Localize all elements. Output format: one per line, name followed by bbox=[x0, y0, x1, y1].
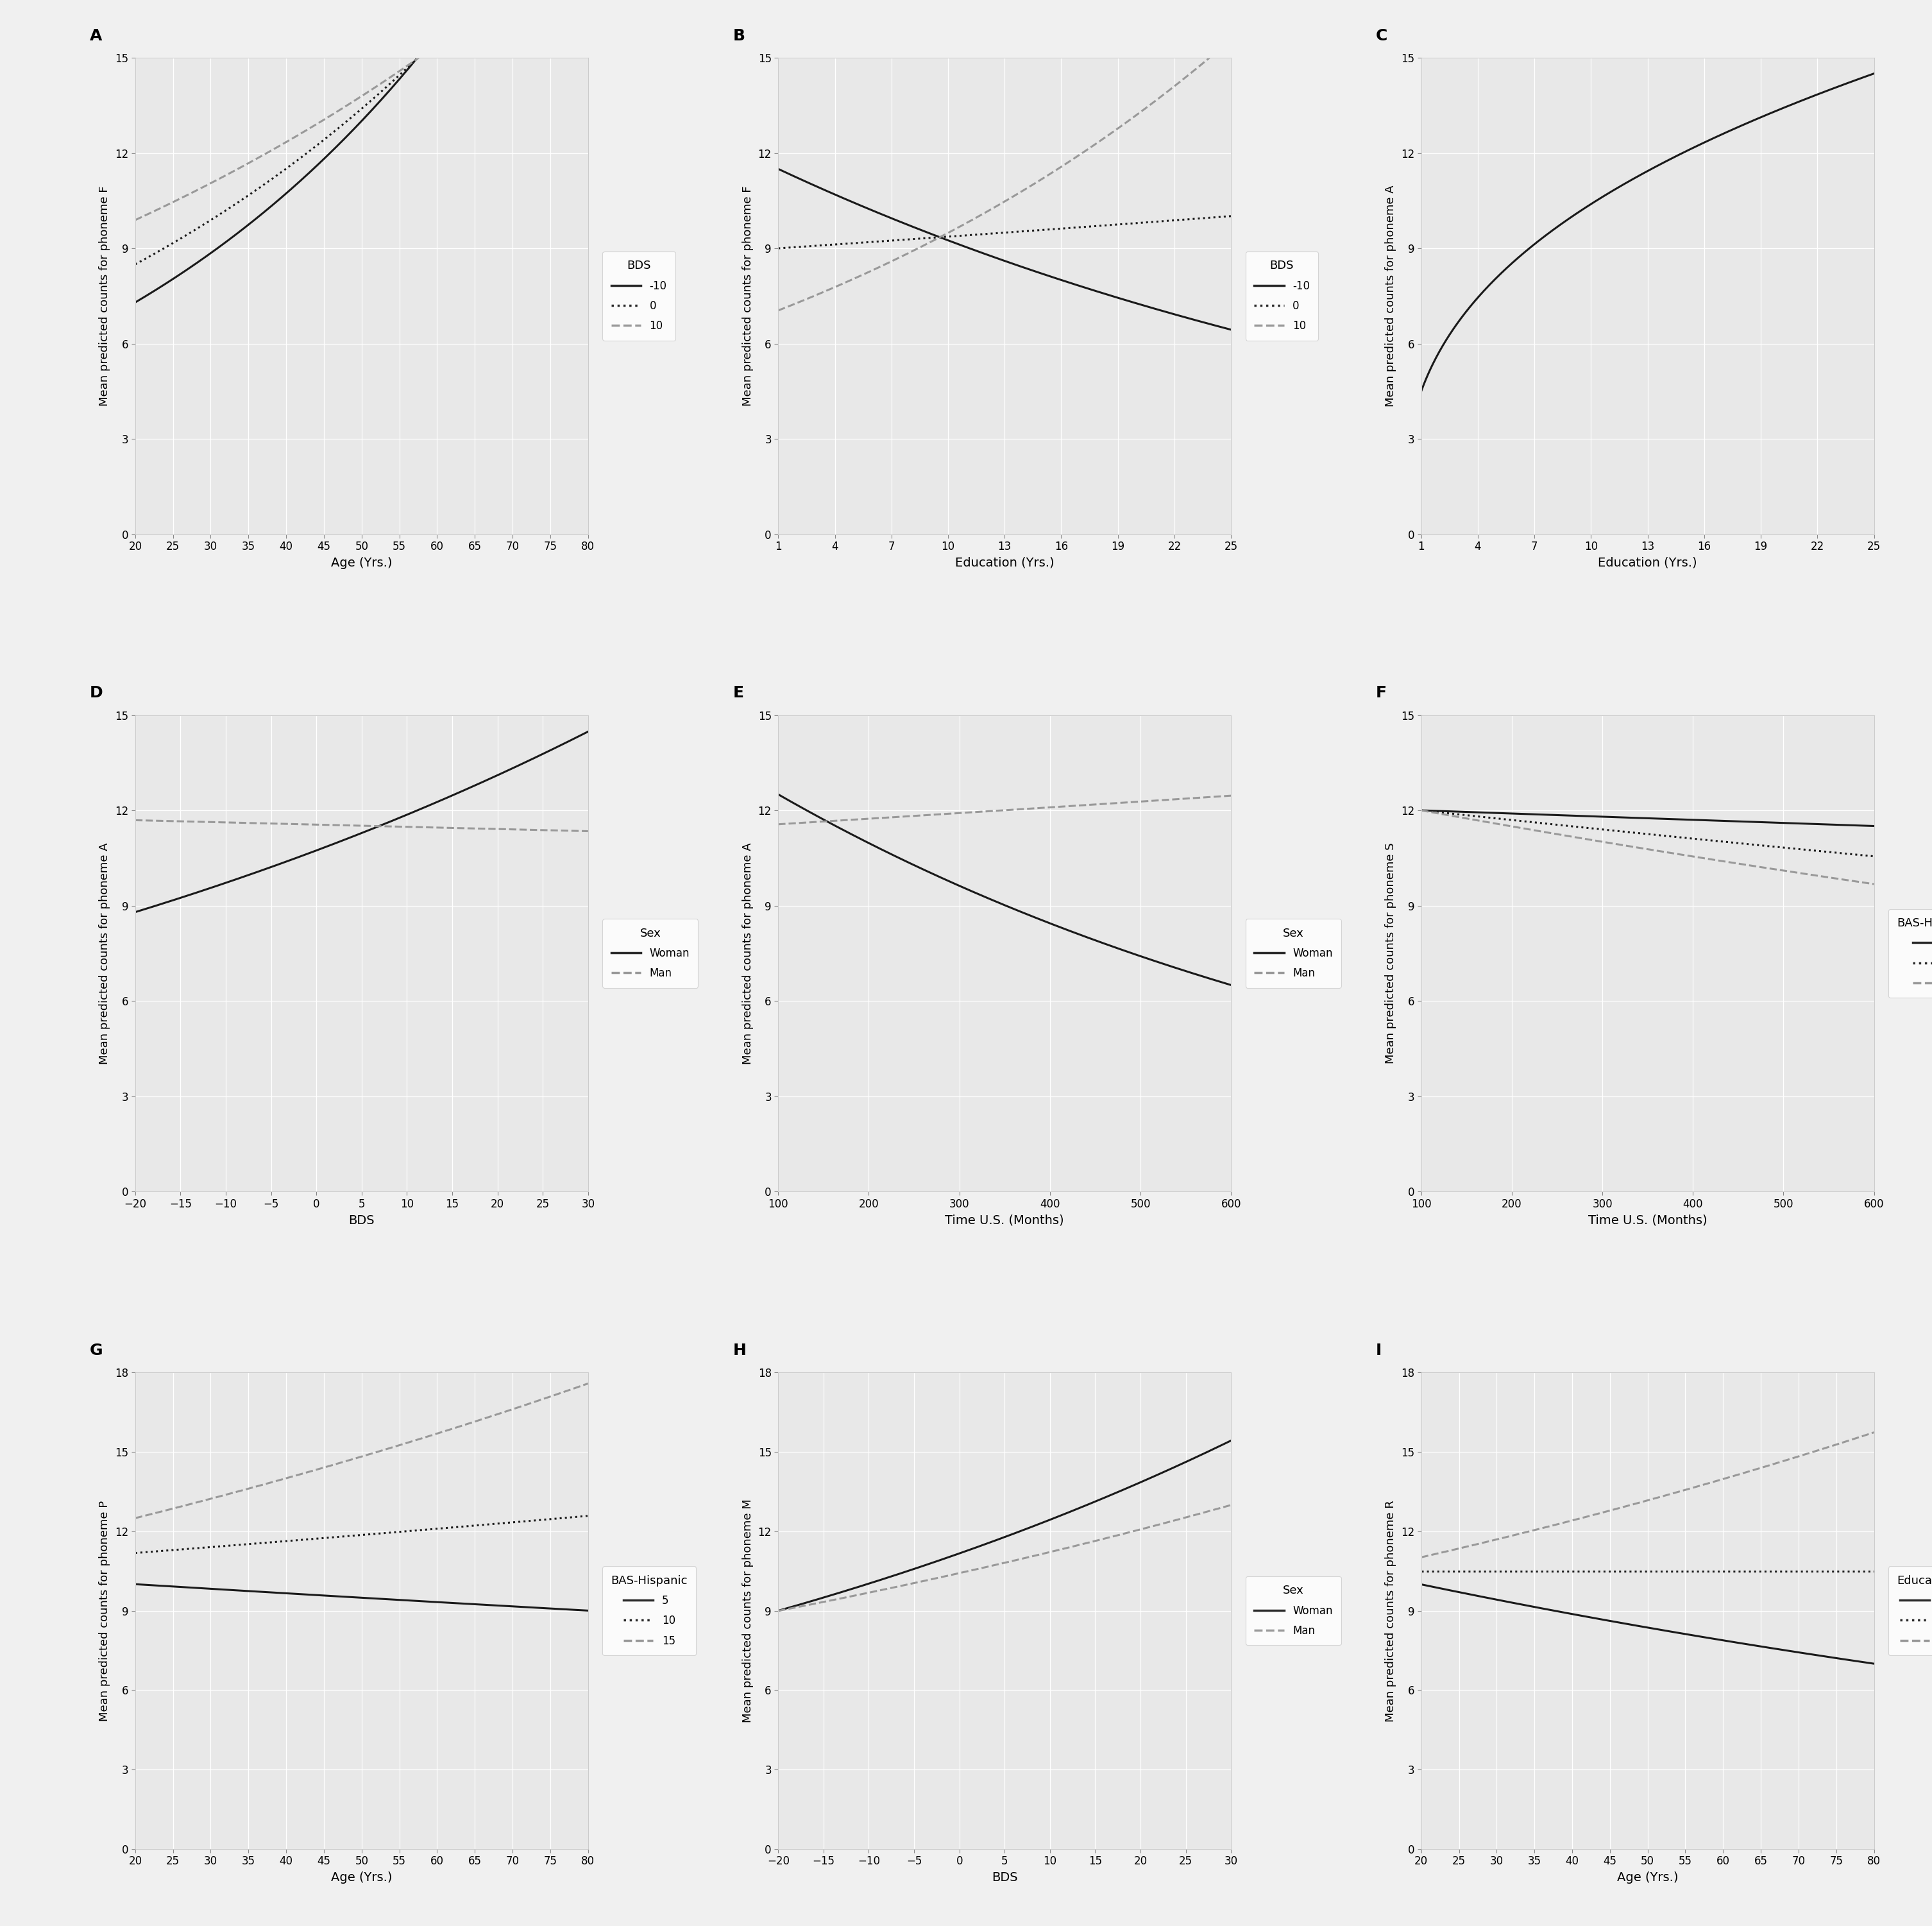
Text: I: I bbox=[1376, 1342, 1381, 1358]
Text: D: D bbox=[91, 686, 102, 701]
X-axis label: Education (Yrs.): Education (Yrs.) bbox=[1598, 557, 1696, 568]
X-axis label: BDS: BDS bbox=[991, 1872, 1018, 1884]
Legend: Woman, Man: Woman, Man bbox=[603, 919, 697, 988]
Y-axis label: Mean predicted counts for phoneme P: Mean predicted counts for phoneme P bbox=[99, 1500, 110, 1722]
X-axis label: Age (Yrs.): Age (Yrs.) bbox=[330, 557, 392, 568]
Text: F: F bbox=[1376, 686, 1387, 701]
Y-axis label: Mean predicted counts for phoneme S: Mean predicted counts for phoneme S bbox=[1385, 844, 1397, 1063]
Text: E: E bbox=[732, 686, 744, 701]
Y-axis label: Mean predicted counts for phoneme A: Mean predicted counts for phoneme A bbox=[1385, 185, 1397, 406]
Y-axis label: Mean predicted counts for phoneme A: Mean predicted counts for phoneme A bbox=[99, 842, 110, 1065]
Legend: -10, 0, 10: -10, 0, 10 bbox=[603, 252, 676, 341]
Text: C: C bbox=[1376, 29, 1387, 44]
Y-axis label: Mean predicted counts for phoneme R: Mean predicted counts for phoneme R bbox=[1385, 1500, 1397, 1722]
Text: A: A bbox=[91, 29, 102, 44]
Legend: 5, 10, 15: 5, 10, 15 bbox=[1888, 1566, 1932, 1654]
X-axis label: Time U.S. (Months): Time U.S. (Months) bbox=[945, 1213, 1065, 1227]
Y-axis label: Mean predicted counts for phoneme F: Mean predicted counts for phoneme F bbox=[99, 185, 110, 406]
Legend: Woman, Man: Woman, Man bbox=[1246, 919, 1341, 988]
Legend: -10, 0, 10: -10, 0, 10 bbox=[1246, 252, 1318, 341]
Legend: Woman, Man: Woman, Man bbox=[1246, 1575, 1341, 1645]
Legend: 2, 3, 4: 2, 3, 4 bbox=[1888, 909, 1932, 998]
X-axis label: Time U.S. (Months): Time U.S. (Months) bbox=[1588, 1213, 1708, 1227]
Text: B: B bbox=[732, 29, 746, 44]
Text: H: H bbox=[732, 1342, 746, 1358]
Legend: 5, 10, 15: 5, 10, 15 bbox=[603, 1566, 696, 1654]
Y-axis label: Mean predicted counts for phoneme F: Mean predicted counts for phoneme F bbox=[742, 185, 753, 406]
Y-axis label: Mean predicted counts for phoneme M: Mean predicted counts for phoneme M bbox=[742, 1498, 753, 1722]
X-axis label: Education (Yrs.): Education (Yrs.) bbox=[954, 557, 1055, 568]
X-axis label: BDS: BDS bbox=[348, 1213, 375, 1227]
Y-axis label: Mean predicted counts for phoneme A: Mean predicted counts for phoneme A bbox=[742, 842, 753, 1065]
X-axis label: Age (Yrs.): Age (Yrs.) bbox=[330, 1872, 392, 1884]
Text: G: G bbox=[91, 1342, 102, 1358]
X-axis label: Age (Yrs.): Age (Yrs.) bbox=[1617, 1872, 1679, 1884]
